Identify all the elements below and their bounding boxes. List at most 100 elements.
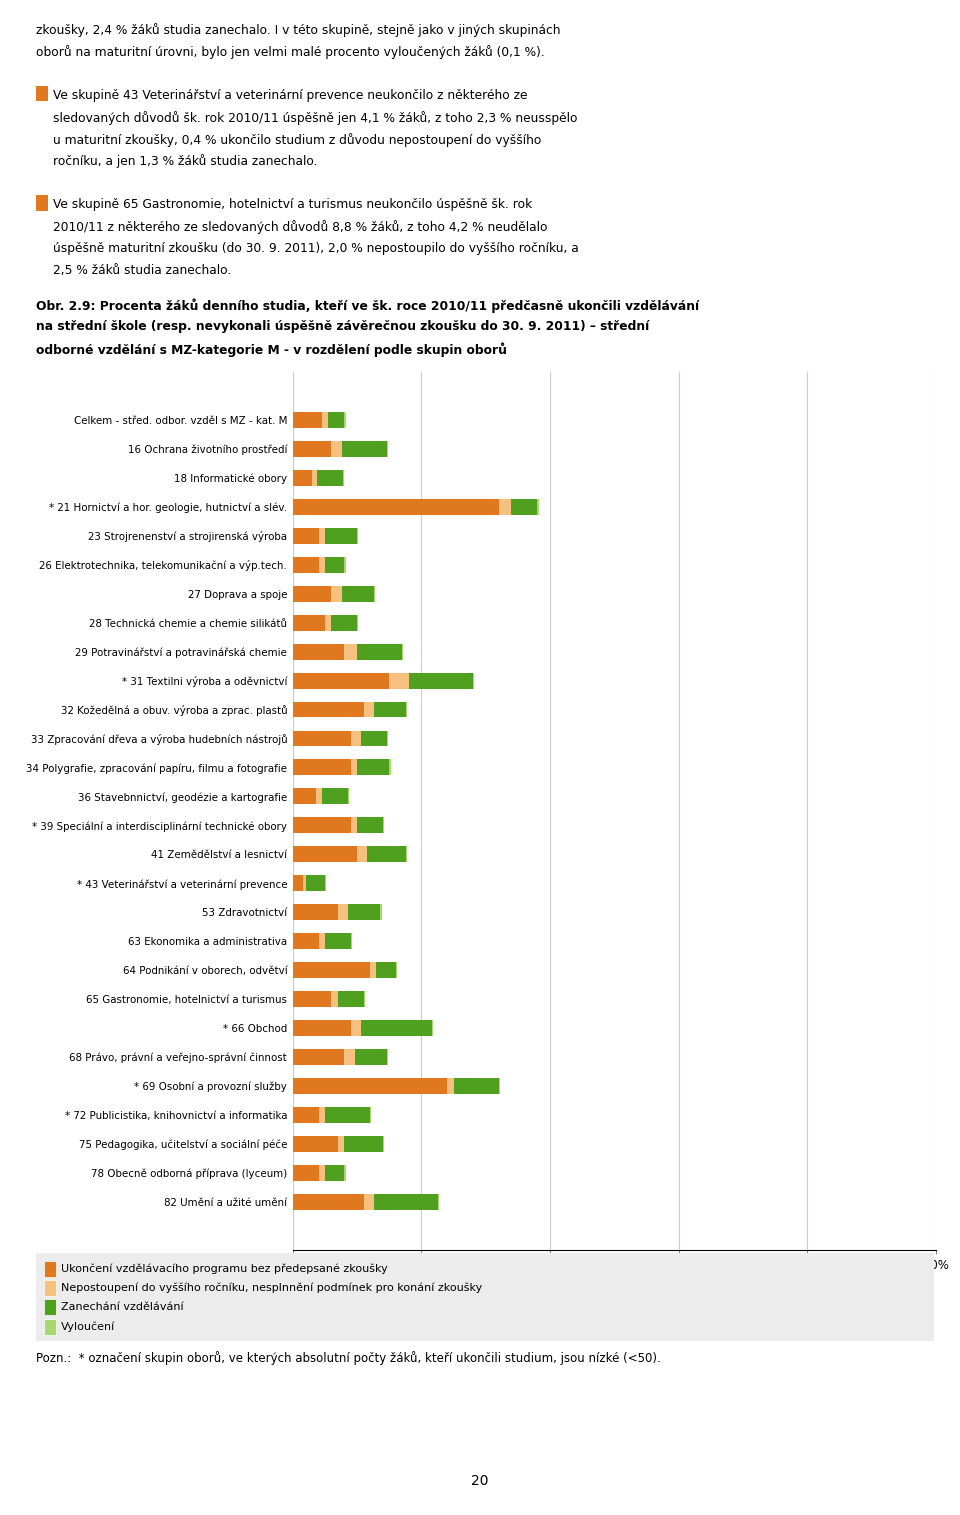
Bar [293, 412, 323, 427]
Text: odborné vzdělání s MZ-kategorie M - v rozdělení podle skupin oborů: odborné vzdělání s MZ-kategorie M - v ro… [36, 342, 507, 358]
Bar [348, 788, 349, 804]
Bar [350, 759, 357, 776]
Bar [319, 556, 324, 573]
Text: Ukončení vzdělávacího programu bez předepsané zkoušky: Ukončení vzdělávacího programu bez přede… [60, 1264, 388, 1274]
Bar [293, 1107, 319, 1123]
Bar [305, 876, 324, 891]
Text: Pozn.:  * označení skupin oborů, ve kterých absolutní počty žáků, kteří ukončili: Pozn.: * označení skupin oborů, ve který… [36, 1351, 661, 1365]
Bar [319, 933, 324, 950]
Bar [293, 1165, 319, 1182]
Text: Nepostoupení do vyššího ročníku, nesplnnění podmínek pro konání zkoušky: Nepostoupení do vyššího ročníku, nesplnn… [60, 1283, 482, 1294]
Bar [345, 1165, 346, 1182]
Bar [368, 847, 406, 862]
Bar [331, 441, 342, 456]
Bar [293, 527, 319, 544]
Bar [345, 644, 357, 659]
Bar [323, 788, 348, 804]
Bar [324, 1165, 345, 1182]
Bar [409, 673, 473, 688]
Bar [383, 818, 384, 833]
Bar [350, 818, 357, 833]
Bar [331, 586, 342, 601]
Bar [432, 1020, 433, 1036]
FancyBboxPatch shape [43, 1280, 57, 1295]
Bar [319, 1165, 324, 1182]
Text: 2,5 % žáků studia zanechalo.: 2,5 % žáků studia zanechalo. [53, 264, 231, 277]
Bar [293, 470, 312, 486]
Bar [361, 1020, 432, 1036]
Bar [345, 1050, 354, 1065]
Bar [364, 991, 365, 1007]
Bar [342, 586, 373, 601]
Bar [438, 1194, 440, 1210]
Bar [370, 1107, 372, 1123]
Bar [317, 470, 343, 486]
Bar [293, 1079, 447, 1094]
Bar [293, 556, 319, 573]
Bar [293, 876, 303, 891]
Bar [293, 933, 319, 950]
Bar [390, 673, 409, 688]
FancyBboxPatch shape [43, 1260, 57, 1277]
Bar [376, 962, 396, 979]
Bar [345, 1136, 383, 1151]
Bar [361, 730, 387, 747]
Text: Ve skupině 65 Gastronomie, hotelnictví a turismus neukončilo úspěšně šk. rok: Ve skupině 65 Gastronomie, hotelnictví a… [53, 198, 532, 212]
Bar [447, 1079, 454, 1094]
Bar [387, 730, 388, 747]
Bar [293, 730, 350, 747]
Bar [324, 876, 326, 891]
Bar [303, 876, 305, 891]
Bar [406, 847, 407, 862]
Bar [293, 818, 350, 833]
Bar [331, 991, 338, 1007]
Bar [319, 1107, 324, 1123]
Bar [342, 441, 387, 456]
Text: na střední škole (resp. nevykonali úspěšně závěrečnou zkoušku do 30. 9. 2011) – : na střední škole (resp. nevykonali úspěš… [36, 321, 650, 333]
Bar [364, 1194, 373, 1210]
Bar [373, 586, 375, 601]
Bar [387, 441, 388, 456]
Bar [343, 470, 345, 486]
Bar [293, 673, 390, 688]
Text: Ve skupině 43 Veterinářství a veterinární prevence neukončilo z některého ze: Ve skupině 43 Veterinářství a veterinárn… [53, 88, 527, 102]
Bar [357, 759, 390, 776]
Text: u maturitní zkoušky, 0,4 % ukončilo studium z důvodu nepostoupení do vyššího: u maturitní zkoušky, 0,4 % ukončilo stud… [53, 133, 541, 147]
Bar [370, 962, 376, 979]
Bar [293, 615, 324, 630]
Bar [390, 759, 391, 776]
Bar [357, 847, 368, 862]
Bar [373, 701, 406, 718]
Bar [293, 1194, 364, 1210]
Bar [357, 818, 383, 833]
FancyBboxPatch shape [43, 1300, 57, 1315]
Bar [293, 644, 345, 659]
Bar [324, 615, 331, 630]
Bar [293, 991, 331, 1007]
Bar [293, 586, 331, 601]
Bar [357, 644, 402, 659]
Bar [319, 527, 324, 544]
Bar [498, 498, 512, 515]
Bar [338, 991, 364, 1007]
Bar [396, 962, 397, 979]
Bar [293, 1020, 350, 1036]
Bar [380, 904, 381, 920]
Text: Vyloučení: Vyloučení [60, 1321, 115, 1332]
Bar [323, 412, 327, 427]
Bar [354, 1050, 387, 1065]
Bar [512, 498, 538, 515]
Bar [357, 615, 358, 630]
Bar [357, 527, 358, 544]
Bar [453, 1079, 498, 1094]
Bar [331, 615, 357, 630]
Bar [373, 1194, 438, 1210]
Bar [345, 556, 346, 573]
Bar [324, 1107, 370, 1123]
Bar [293, 701, 364, 718]
Bar [293, 1136, 338, 1151]
FancyBboxPatch shape [43, 1318, 57, 1335]
Bar [293, 904, 338, 920]
Bar [324, 556, 345, 573]
Bar [345, 412, 346, 427]
